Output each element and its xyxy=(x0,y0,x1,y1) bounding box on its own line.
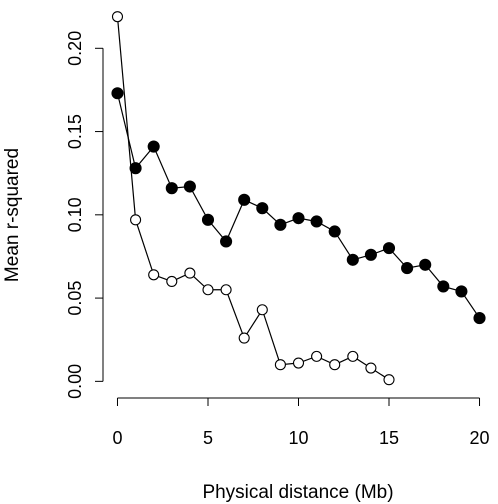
series-1 xyxy=(111,87,486,325)
data-point xyxy=(184,267,196,279)
data-point xyxy=(220,235,233,248)
data-point xyxy=(455,285,468,298)
x-tick-label: 10 xyxy=(288,428,308,448)
data-point xyxy=(148,269,160,281)
series-layer xyxy=(111,11,486,386)
data-point xyxy=(220,284,232,296)
x-axis-label: Physical distance (Mb) xyxy=(202,482,393,503)
x-tick-label: 15 xyxy=(379,428,399,448)
data-point xyxy=(419,258,432,271)
series-line xyxy=(116,16,390,381)
data-point xyxy=(147,140,160,153)
data-point xyxy=(111,11,124,23)
data-point xyxy=(382,242,396,255)
data-point xyxy=(256,304,268,316)
data-point xyxy=(292,357,305,369)
data-point xyxy=(292,212,305,225)
data-point xyxy=(347,350,359,362)
data-point xyxy=(202,284,214,296)
y-axis-label: Mean r-squared xyxy=(2,148,23,282)
axes: 0.00 0.05 0.10 0.15 0.20 0 5 10 15 20 xyxy=(65,31,490,448)
x-tick-label: 5 xyxy=(203,428,213,448)
data-point xyxy=(274,359,286,371)
y-tick-label: 0.15 xyxy=(65,114,85,149)
data-point xyxy=(310,215,323,228)
data-point xyxy=(130,214,142,226)
data-point xyxy=(329,359,341,371)
x-tick-label: 20 xyxy=(470,428,490,448)
data-point xyxy=(274,218,287,231)
y-tick-label: 0.20 xyxy=(65,31,85,66)
data-point xyxy=(328,225,341,238)
x-tick-label: 0 xyxy=(112,428,122,448)
data-point xyxy=(311,350,323,362)
data-point xyxy=(383,374,395,386)
y-tick-label: 0.05 xyxy=(65,281,85,316)
data-point xyxy=(473,312,486,325)
series-2 xyxy=(111,11,395,386)
data-point xyxy=(129,162,142,175)
data-point xyxy=(365,362,377,374)
data-point xyxy=(201,213,215,226)
data-point xyxy=(401,262,414,275)
data-point xyxy=(238,332,250,344)
data-point xyxy=(111,87,124,100)
data-point xyxy=(364,248,377,261)
data-point xyxy=(166,275,178,287)
data-point xyxy=(183,180,196,193)
y-tick-label: 0.10 xyxy=(65,197,85,232)
data-point xyxy=(346,253,359,266)
data-point xyxy=(437,280,450,293)
data-point xyxy=(256,202,269,215)
data-point xyxy=(238,193,251,206)
y-tick-label: 0.00 xyxy=(65,364,85,399)
data-point xyxy=(165,182,178,195)
